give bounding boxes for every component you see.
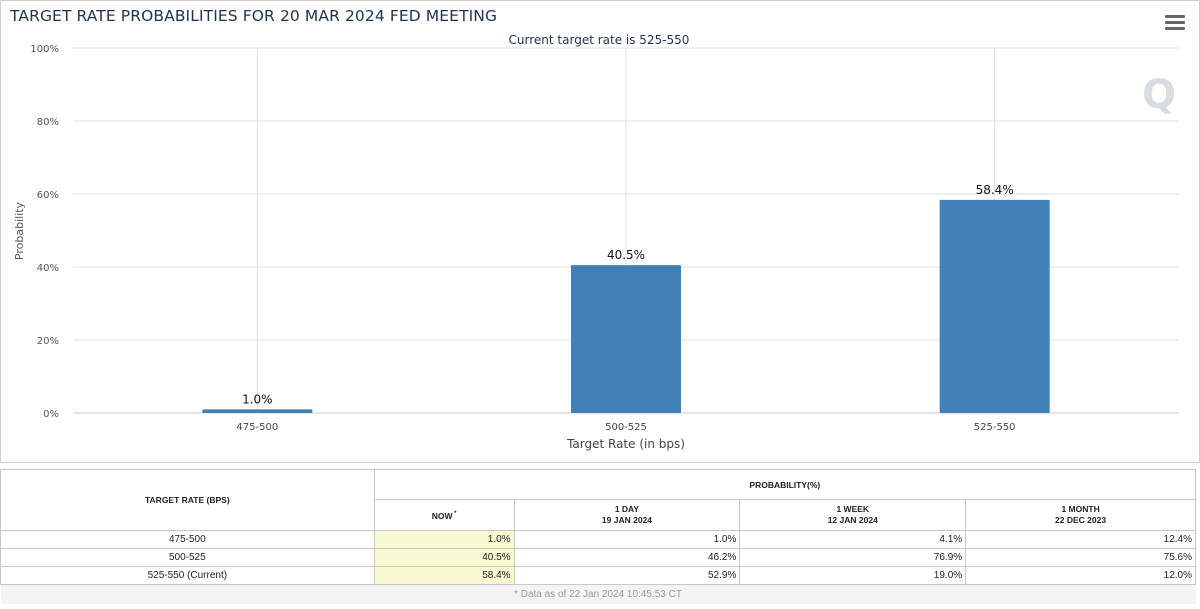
- table-row: 525-550 (Current) 58.4% 52.9% 19.0% 12.0%: [0, 566, 1196, 585]
- probability-cell: 46.2%: [513, 548, 741, 567]
- bar-chart: 0% 20% 40% 60% 80% 100% Current target rate is…: [13, 33, 1179, 451]
- now-probability-cell: 40.5%: [373, 548, 515, 567]
- x-axis-title: Target Rate (in bps): [566, 437, 685, 451]
- column-header-date: 19 JAN 2024: [601, 515, 652, 525]
- data-label: 40.5%: [607, 248, 645, 262]
- data-label: 58.4%: [976, 183, 1014, 197]
- probability-cell: 1.0%: [513, 530, 741, 549]
- y-tick-label: 40%: [37, 263, 59, 274]
- probability-table-panel: TARGET RATE (BPS) PROBABILITY(%) NOW * 1 …: [0, 469, 1200, 609]
- table-row: 475-500 1.0% 1.0% 4.1% 12.4%: [0, 530, 1196, 549]
- bar: [571, 265, 681, 413]
- probability-cell: 4.1%: [739, 530, 967, 549]
- y-tick-label: 0%: [43, 409, 59, 420]
- column-header-label: 1 DAY: [614, 504, 640, 514]
- chart-title: TARGET RATE PROBABILITIES FOR 20 MAR 202…: [10, 7, 498, 25]
- target-rate-cell: 525-550 (Current): [0, 566, 375, 585]
- target-rate-cell: 500-525: [0, 548, 375, 567]
- probability-header: PROBABILITY(%): [373, 469, 1197, 500]
- data-footnote: * Data as of 22 Jan 2024 10:45:53 CT: [0, 584, 1196, 604]
- table-row: 500-525 40.5% 46.2% 76.9% 75.6%: [0, 548, 1196, 567]
- column-header-date: 12 JAN 2024: [827, 515, 878, 525]
- target-rate-cell: 475-500: [0, 530, 375, 549]
- probability-cell: 12.4%: [965, 530, 1196, 549]
- probability-cell: 75.6%: [965, 548, 1196, 567]
- hamburger-line: [1165, 21, 1185, 24]
- probability-cell: 76.9%: [739, 548, 967, 567]
- column-header-label: 1 MONTH: [1061, 504, 1100, 514]
- x-tick-label: 525-550: [974, 422, 1016, 433]
- bar: [939, 199, 1050, 413]
- column-header: 1 WEEK 12 JAN 2024: [739, 499, 967, 531]
- table-body: 475-500 1.0% 1.0% 4.1% 12.4% 500-525 40.5% 46.2…: [0, 530, 1196, 585]
- y-tick-label: 60%: [37, 190, 59, 201]
- chart-panel: TARGET RATE PROBABILITIES FOR 20 MAR 202…: [0, 0, 1200, 463]
- now-probability-cell: 1.0%: [373, 530, 515, 549]
- column-header-label: NOW: [431, 510, 453, 521]
- x-tick-label: 475-500: [236, 422, 278, 433]
- y-axis-title: Probability: [13, 201, 26, 260]
- now-probability-cell: 58.4%: [373, 566, 515, 585]
- probability-cell: 12.0%: [965, 566, 1196, 585]
- hamburger-line: [1165, 27, 1185, 30]
- footnote-marker: *: [452, 510, 457, 517]
- target-rate-header: TARGET RATE (BPS): [0, 469, 375, 531]
- column-header: NOW *: [373, 499, 515, 531]
- column-header-date: 22 DEC 2023: [1055, 515, 1107, 525]
- y-tick-label: 80%: [37, 117, 59, 128]
- chart-menu-button[interactable]: [1165, 15, 1185, 35]
- q-logo-watermark-icon: Q: [1142, 72, 1176, 118]
- probability-cell: 19.0%: [739, 566, 967, 585]
- bar: [202, 409, 313, 413]
- probability-cell: 52.9%: [513, 566, 741, 585]
- x-tick-label: 500-525: [605, 422, 647, 433]
- column-header: 1 MONTH 22 DEC 2023: [965, 499, 1196, 531]
- y-tick-label: 100%: [30, 44, 59, 55]
- chart-subtitle: Current target rate is 525-550: [509, 33, 690, 47]
- y-tick-label: 20%: [37, 336, 59, 347]
- probability-table: TARGET RATE (BPS) PROBABILITY(%) NOW * 1 …: [0, 469, 1197, 604]
- column-header: 1 DAY 19 JAN 2024: [513, 499, 741, 531]
- hamburger-menu-icon: [1165, 15, 1185, 18]
- column-header-label: 1 WEEK: [836, 504, 870, 514]
- data-label: 1.0%: [242, 392, 273, 406]
